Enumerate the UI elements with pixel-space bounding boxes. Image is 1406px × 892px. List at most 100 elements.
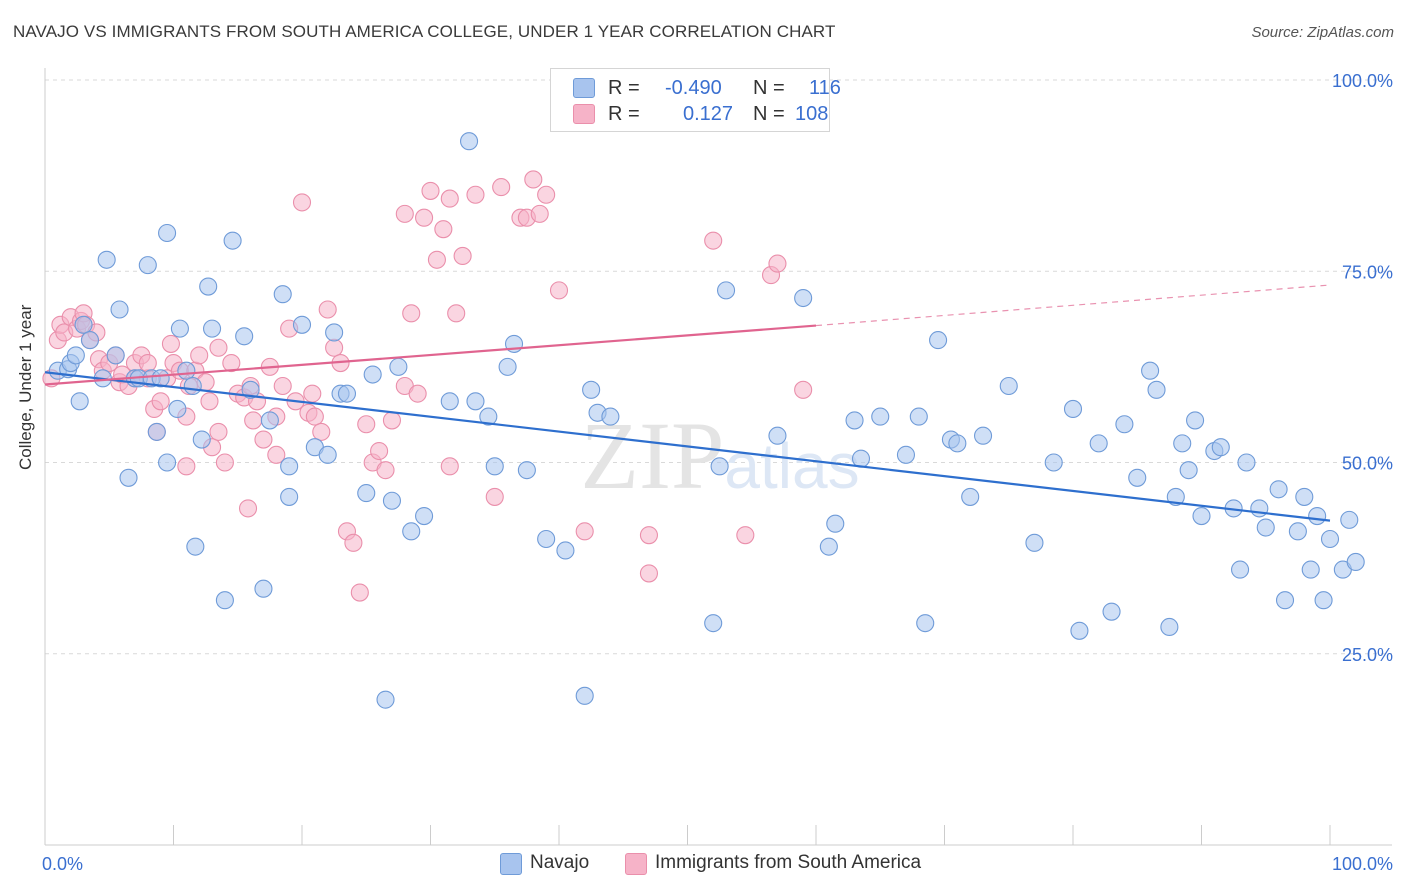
data-point	[1308, 506, 1327, 526]
data-point	[151, 369, 170, 388]
data-point	[716, 281, 736, 300]
data-point	[158, 453, 177, 472]
data-point	[485, 487, 504, 506]
data-point	[973, 426, 993, 445]
data-point	[273, 285, 292, 304]
navajo-trend-line	[44, 371, 1331, 522]
data-point	[447, 304, 466, 323]
data-point	[537, 529, 556, 549]
data-point	[389, 357, 408, 376]
data-point	[325, 323, 344, 342]
data-point	[170, 319, 189, 338]
data-point	[66, 346, 85, 365]
data-point	[161, 334, 180, 353]
data-point	[215, 591, 234, 610]
data-point	[549, 281, 569, 300]
data-point	[382, 411, 402, 430]
data-point	[1288, 522, 1307, 541]
data-point	[1128, 468, 1147, 487]
data-point	[177, 361, 196, 380]
data-point	[524, 170, 543, 189]
data-point	[601, 407, 620, 426]
data-point	[357, 415, 376, 434]
data-point	[1320, 529, 1340, 549]
data-point	[961, 487, 980, 506]
data-point	[209, 422, 228, 441]
data-point	[826, 514, 845, 533]
data-point	[151, 392, 170, 411]
immigrants-legend-swatch	[625, 853, 647, 875]
data-point	[1301, 560, 1320, 579]
data-point	[736, 526, 755, 545]
data-point	[1115, 415, 1134, 434]
data-point	[710, 457, 729, 476]
data-point	[1166, 487, 1185, 506]
data-point	[183, 376, 202, 396]
data-point	[466, 185, 485, 204]
data-point	[1070, 621, 1089, 640]
data-point	[1211, 438, 1230, 457]
watermark: ZIPatlas	[580, 402, 859, 509]
data-point	[168, 399, 187, 419]
data-point	[1102, 602, 1121, 621]
data-point	[177, 457, 196, 476]
data-point	[158, 223, 177, 243]
data-point	[871, 407, 890, 426]
r-value: -0.490	[665, 77, 722, 99]
data-point	[241, 380, 260, 399]
data-point	[794, 380, 813, 399]
legend-label-navajo: Navajo	[530, 852, 590, 873]
y-axis-label: College, Under 1 year	[16, 304, 35, 470]
data-point	[292, 193, 312, 212]
data-point	[292, 315, 312, 334]
data-point	[1160, 617, 1179, 637]
r-value: 0.127	[683, 103, 734, 125]
data-point	[639, 564, 659, 583]
data-point	[74, 315, 93, 334]
data-point	[357, 484, 376, 503]
data-point	[190, 346, 209, 365]
stats-legend: R = -0.490 N = 116 R = 0.127 N = 108	[550, 68, 841, 132]
data-point	[415, 506, 434, 526]
navajo-series	[48, 132, 1365, 709]
data-point	[1269, 480, 1288, 499]
gridlines	[45, 79, 1392, 655]
data-point	[254, 579, 273, 598]
data-point	[199, 277, 218, 296]
data-point	[337, 384, 357, 403]
data-point	[280, 487, 299, 506]
data-point	[1250, 499, 1269, 518]
data-point	[1295, 487, 1314, 506]
data-point	[223, 231, 242, 250]
data-point	[1192, 506, 1211, 526]
data-point	[556, 541, 575, 560]
axes	[44, 68, 1392, 846]
data-point	[106, 346, 125, 365]
n-label: N =	[753, 103, 785, 125]
data-point	[408, 384, 427, 403]
data-point	[948, 434, 967, 453]
data-point	[466, 392, 485, 411]
y-tick-label: 50.0%	[1342, 454, 1393, 474]
data-point	[851, 449, 871, 468]
data-point	[421, 181, 440, 200]
data-point	[1346, 552, 1365, 572]
data-point	[119, 468, 138, 487]
data-point	[909, 407, 928, 426]
data-point	[1231, 560, 1250, 579]
r-label: R =	[608, 103, 640, 125]
data-point	[768, 426, 787, 445]
data-point	[203, 319, 222, 338]
chart-title: NAVAJO VS IMMIGRANTS FROM SOUTH AMERICA …	[13, 22, 836, 41]
data-point	[376, 461, 395, 480]
data-point	[427, 250, 446, 269]
tick-labels: 25.0% 50.0% 75.0% 100.0% 0.0% 100.0%	[42, 71, 1393, 874]
data-point	[280, 457, 299, 476]
data-point	[1141, 361, 1160, 380]
data-point	[639, 526, 659, 545]
data-point	[415, 208, 434, 227]
immigrants-series	[42, 70, 813, 602]
immigrants-trend-extension	[815, 284, 1331, 327]
data-point	[1044, 453, 1063, 472]
data-point	[303, 384, 322, 403]
